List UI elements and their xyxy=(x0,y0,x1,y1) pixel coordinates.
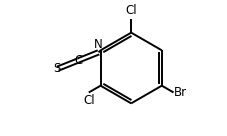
Text: Cl: Cl xyxy=(125,4,137,17)
Text: N: N xyxy=(94,38,103,51)
Text: S: S xyxy=(53,62,61,75)
Text: Br: Br xyxy=(174,86,187,99)
Text: Cl: Cl xyxy=(83,94,95,107)
Text: C: C xyxy=(74,54,82,67)
